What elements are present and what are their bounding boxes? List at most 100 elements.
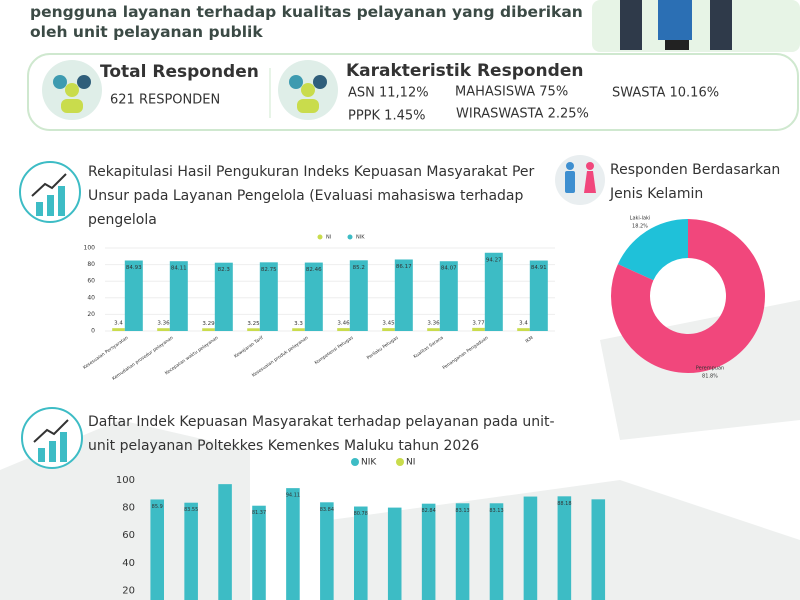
people-icon [42,60,338,120]
photo [592,0,800,52]
value-label: 3.25 [247,321,260,327]
header: pengguna layanan terhadap kualitas pelay… [30,2,583,42]
bar [523,496,538,600]
value-label: 3.36 [157,321,170,327]
y-tick-label: 60 [122,530,135,541]
value-label: 3.45 [382,321,395,327]
value-label: 86.17 [396,264,412,270]
legend-label: NIK [361,458,377,468]
bar [354,506,368,600]
y-tick-label: 60 [87,278,95,285]
bar [112,328,125,331]
bar [252,505,266,600]
bar [349,260,368,331]
value-label: 84.11 [171,266,187,272]
value-label: 85.2 [353,265,365,271]
y-tick-label: 0 [91,328,95,335]
legend-swatch [351,458,359,466]
legend-swatch [317,234,323,240]
bar [517,328,530,331]
x-tick-label: Kesesuaian Persyaratan [82,335,130,371]
char-item: SWASTA 10.16% [612,86,719,101]
value-label: 83.13 [455,508,469,514]
bar [157,328,170,331]
bar [292,328,305,331]
header-line: oleh unit pelayanan publik [30,23,263,41]
char-title: Karakteristik Responden [346,61,583,81]
value-label: 3.36 [427,321,440,327]
slice-label: 18.2% [632,224,648,230]
y-tick-label: 20 [87,311,95,318]
char-item: ASN 11,12% [348,86,429,101]
bar [214,262,233,331]
total-value: 621 RESPONDEN [110,93,220,108]
bar [218,484,232,600]
char-item: PPPK 1.45% [348,109,425,124]
y-tick-label: 20 [122,585,135,596]
bar [320,502,334,600]
gender-icon [555,155,605,205]
bar [427,328,440,331]
value-label: 83.55 [184,507,198,513]
bar [169,261,188,331]
value-label: 84.93 [126,265,142,271]
bar [337,328,350,331]
value-label: 83.84 [320,507,334,513]
value-label: 82.75 [261,267,277,273]
value-label: 83.13 [489,508,503,514]
x-tick-label: Kompetensi Petugas [314,335,355,367]
bar [202,328,215,331]
summary-box [27,53,799,131]
x-tick-label: Perilaku Petugas [366,335,400,362]
bar [184,502,198,600]
legend-label: NIK [356,235,365,241]
bar [150,499,164,600]
bar [472,327,485,331]
donut-slice [617,219,688,281]
value-label: 88.18 [557,501,571,507]
value-label: 94.11 [286,493,300,499]
y-tick-label: 100 [116,475,135,486]
chart-title: Daftar Indek Kepuasan Masyarakat terhada… [88,414,555,454]
slice-category: Laki-laki [630,216,651,222]
bar [484,252,503,331]
bar [259,262,278,331]
value-label: 82.46 [306,267,322,273]
bar [304,262,323,331]
legend-swatch [396,458,404,466]
bar [439,261,458,331]
value-label: 3.77 [472,320,485,326]
bar [591,499,606,600]
x-tick-label: IKM [524,335,534,345]
value-label: 94.27 [486,257,502,263]
value-label: 85.9 [152,504,163,510]
value-label: 80.78 [354,511,368,517]
bar [387,507,402,600]
y-tick-label: 80 [122,503,135,514]
legend-label: NI [326,235,331,241]
legend-swatch [347,234,353,240]
legend-label: NI [406,458,415,468]
bar [489,503,504,600]
value-label: 3.4 [519,321,528,327]
char-item: MAHASISWA 75% [455,85,568,100]
y-tick-label: 40 [87,294,95,301]
bar [455,503,470,600]
char-item: WIRASWASTA 2.25% [456,107,589,122]
value-label: 3.4 [114,321,123,327]
value-label: 3.46 [337,321,350,327]
x-tick-label: Kualitas Sarana [412,335,444,360]
bar [557,496,572,600]
slice-category: Perempuan [696,366,724,372]
x-tick-label: Penanganan Pengaduan [441,335,489,371]
total-title: Total Responden [100,62,259,82]
value-label: 84.91 [531,265,547,271]
slice-label: 81.8% [702,374,718,380]
bar [529,260,548,331]
y-tick-label: 80 [87,261,95,268]
header-line: pengguna layanan terhadap kualitas pelay… [30,3,583,21]
chart-icon [19,161,83,469]
value-label: 82.84 [421,508,435,514]
